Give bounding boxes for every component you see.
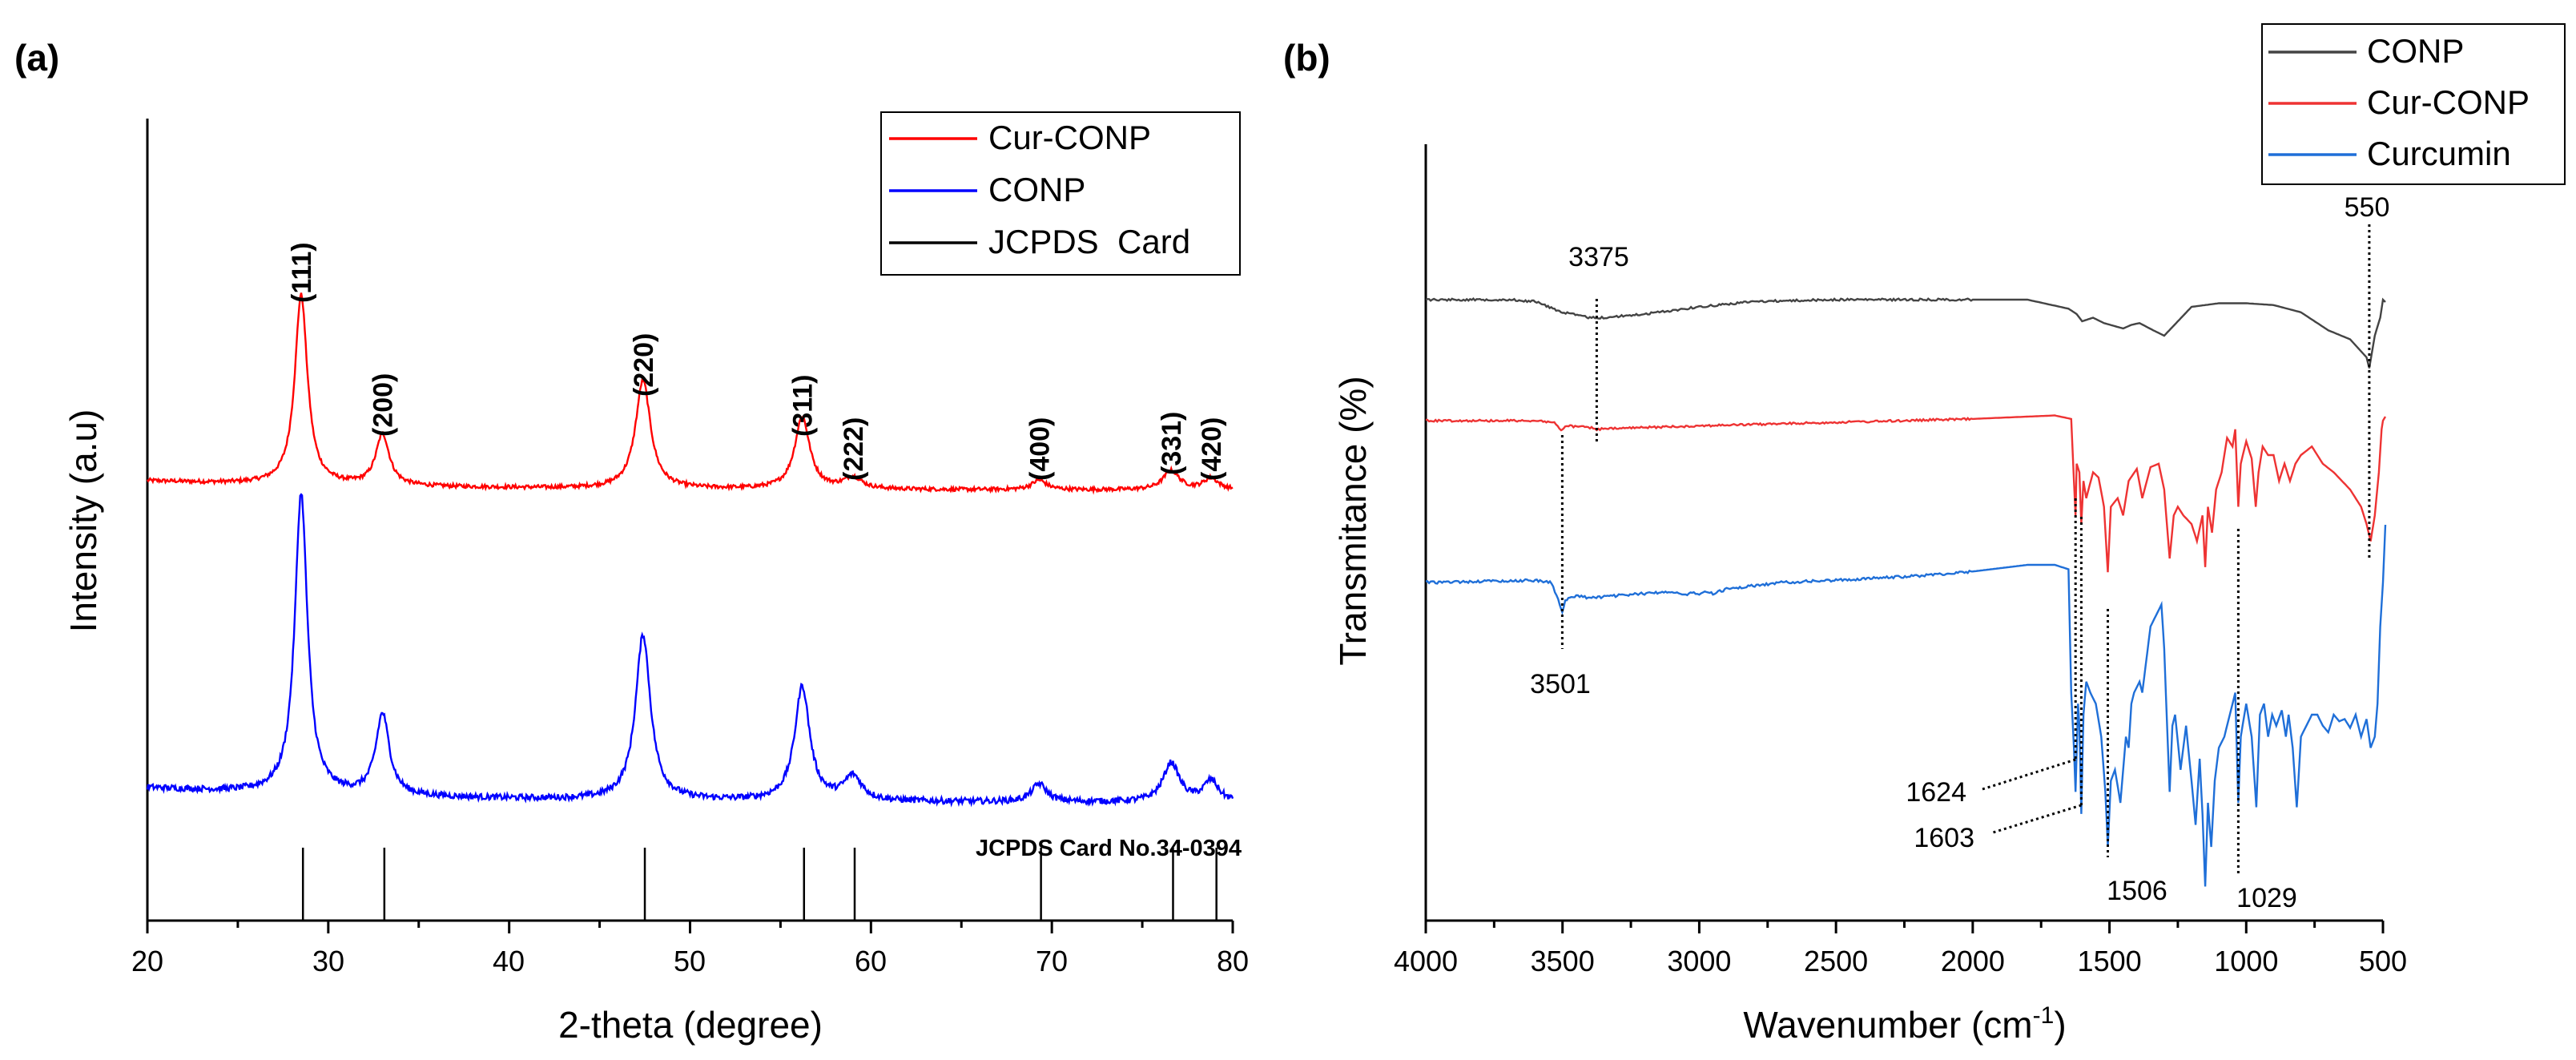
xrd-series-line-conp (146, 493, 1234, 808)
ftir-tick-label: 500 (2359, 945, 2407, 977)
ftir-x-axis-title-sup: -1 (2033, 1002, 2055, 1029)
ftir-annotation-label: 1506 (2107, 876, 2167, 906)
xrd-x-ticks (146, 921, 1234, 933)
ftir-series-line-conp (1425, 297, 2386, 369)
panel-b-label: (b) (1283, 37, 1330, 79)
ftir-annotation-label: 550 (2345, 192, 2390, 223)
ftir-peak-annotations: 3375 3501 550 1624 1603 1506 1029 (1530, 192, 2389, 913)
ftir-y-axis-title: Transmitance (%) (1332, 376, 1374, 665)
ftir-annotation-label: 1029 (2236, 883, 2297, 913)
ftir-tick-label: 2500 (1804, 945, 1868, 977)
xrd-peak-label: (200) (368, 373, 399, 437)
xrd-tick-label: 80 (1217, 945, 1249, 977)
ftir-annotation-label: 3375 (1568, 242, 1629, 272)
xrd-y-axis-title: Intensity (a.u) (62, 409, 104, 633)
ftir-legend: CONP Cur-CONP Curcumin (2261, 23, 2566, 185)
legend-label-conp: CONP (2367, 32, 2464, 70)
ftir-x-ticks (1424, 921, 2385, 933)
ftir-tick-label: 1000 (2214, 945, 2278, 977)
ftir-x-axis-title-end: ) (2054, 1004, 2066, 1046)
legend-label-conp: CONP (988, 171, 1085, 208)
ftir-tick-label: 3500 (1531, 945, 1595, 977)
legend-label-jcpds: JCPDS Card (988, 223, 1190, 260)
ftir-x-axis-title: Wavenumber (cm-1) (1743, 1002, 2066, 1046)
xrd-series-line-cur-conp (146, 292, 1234, 495)
xrd-peak-label: (420) (1197, 417, 1227, 481)
ftir-annotation-label: 3501 (1530, 669, 1591, 699)
xrd-series (146, 292, 1234, 808)
xrd-tick-label: 40 (493, 945, 525, 977)
legend-label-cur-conp: Cur-CONP (2367, 83, 2530, 121)
xrd-tick-label: 70 (1036, 945, 1068, 977)
xrd-tick-label: 20 (131, 945, 163, 977)
ftir-panel: (b) 4000 3500 3000 2500 2000 1500 1000 5… (1283, 23, 2566, 1046)
ftir-tick-label: 1500 (2078, 945, 2142, 977)
xrd-peak-label: (400) (1024, 417, 1055, 481)
ftir-tick-label: 3000 (1667, 945, 1731, 977)
ftir-tick-label: 2000 (1941, 945, 2005, 977)
panel-a-label: (a) (14, 37, 59, 79)
xrd-tick-label: 30 (312, 945, 344, 977)
jcpds-card-label: JCPDS Card No.34-0394 (976, 836, 1242, 861)
xrd-peak-label: (220) (629, 333, 659, 397)
xrd-peak-label: (111) (287, 242, 317, 303)
xrd-x-axis-title: 2-theta (degree) (558, 1004, 823, 1046)
xrd-legend: Cur-CONP CONP JCPDS Card (880, 111, 1241, 276)
xrd-peak-label: (311) (788, 375, 819, 437)
ftir-x-axis-title-main: Wavenumber (cm (1743, 1004, 2032, 1046)
ftir-series-line-curcumin (1425, 524, 2387, 887)
jcpds-reference-lines (301, 848, 1218, 921)
ftir-tick-label: 4000 (1394, 945, 1458, 977)
ftir-annotation-leader (1982, 758, 2076, 791)
ftir-annotation-leader (1990, 804, 2082, 835)
xrd-panel: (a) 20 30 40 50 60 70 80 2-theta (degree… (14, 37, 1249, 1046)
xrd-tick-label: 50 (674, 945, 706, 977)
ftir-series-line-cur-conp (1425, 414, 2387, 573)
legend-label-curcumin: Curcumin (2367, 135, 2511, 172)
ftir-x-tick-labels: 4000 3500 3000 2500 2000 1500 1000 500 (1394, 945, 2407, 977)
legend-label-cur-conp: Cur-CONP (988, 119, 1151, 156)
ftir-annotation-label: 1603 (1914, 823, 1974, 853)
xrd-x-tick-labels: 20 30 40 50 60 70 80 (131, 945, 1249, 977)
xrd-peak-labels: (111) (200) (220) (311) (222) (400) (331) (420) (287, 242, 1227, 481)
xrd-tick-label: 60 (855, 945, 887, 977)
ftir-series (1425, 297, 2387, 887)
xrd-peak-label: (331) (1157, 412, 1187, 475)
ftir-annotation-label: 1624 (1906, 777, 1966, 808)
xrd-peak-label: (222) (839, 417, 869, 481)
